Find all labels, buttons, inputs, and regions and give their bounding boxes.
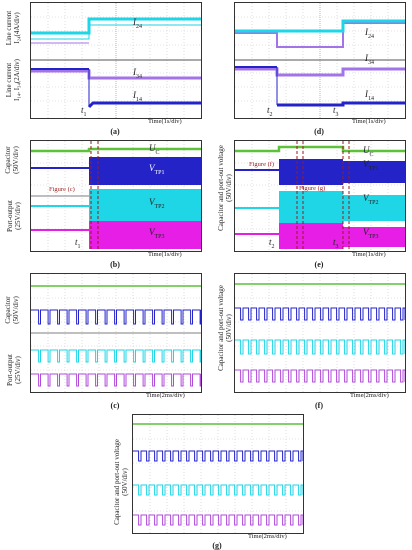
panel-e-label-vtp3: VTP3 [363,227,379,240]
panel-a-label-i14: I14 [133,90,142,103]
panel-a-t1: t1 [81,105,87,118]
panel-a-time-label: Time(1s/div) [148,118,182,125]
panel-d-caption: (d) [314,127,324,136]
panel-g-caption: (g) [212,541,222,550]
panel-d-t3: t3 [333,105,339,118]
panel-a-label-i34: I34 [133,67,142,80]
panel-b-label-vtp3: VTP3 [149,227,165,240]
panel-e-time-label: Time(1s/div) [352,251,386,258]
panel-a-ylabel-bottom: Line current I₁₄, I₃₄(2A/div) [5,58,21,102]
panel-d-label-i34: I34 [365,53,374,66]
panel-b-figure-c-annotation: Figure (c) [49,186,75,193]
panel-e-label-vtp1: VTP1 [363,159,379,172]
panel-c-ylabel-top: Capacitor (50V/div) [4,296,20,324]
panel-a-caption: (a) [110,127,120,136]
panel-b-caption: (b) [110,260,120,269]
panel-f-traces [235,274,405,392]
panel-e-t2: t2 [269,237,275,250]
panel-b-label-vtp2: VTP2 [149,197,165,210]
panel-c-time-label: Time(2ms/div) [146,392,185,399]
panel-d-traces [235,3,405,118]
panel-g-time-label: Time(2ms/div) [248,533,287,540]
panel-g-ylabel: Capacitor and port-out voltage (50V/div) [113,439,129,525]
panel-e-scope: UC VTP1 VTP2 VTP3 Figure (f) Figure (g) … [234,140,406,252]
panel-f-caption: (f) [315,401,323,410]
panel-f-scope [234,273,406,393]
panel-b-time-label: Time(1s/div) [148,251,182,258]
panel-c-traces [31,274,201,392]
panel-a-traces [31,3,201,118]
panel-e-figure-g-annotation: Figure (g) [299,185,326,192]
panel-e-ylabel: Capacitor and port-out voltage (50V/div) [217,145,233,231]
panel-a-scope: I24 I34 I14 t1 [30,2,202,119]
panel-e-t3: t3 [333,237,339,250]
panel-d-t2: t2 [267,105,273,118]
panel-c-caption: (c) [110,401,120,410]
panel-e-caption: (e) [314,260,324,269]
panel-e-label-vtp2: VTP2 [363,193,379,206]
panel-d-scope: I24 I34 I14 t2 t3 [234,2,406,119]
panel-b-traces [31,141,201,251]
panel-g-scope [132,414,304,534]
panel-e-figure-f-annotation: Figure (f) [249,161,275,168]
panel-e-traces [235,141,405,251]
panel-a-ylabel-top: Line current I₂₄(4A/div) [5,10,21,46]
panel-b-t1: t1 [75,237,81,250]
panel-e-label-uc: UC [363,145,374,158]
panel-f-time-label: Time(2ms/div) [350,392,389,399]
panel-d-time-label: Time(1s/div) [352,118,386,125]
panel-c-scope [30,273,202,393]
panel-g-traces [133,415,303,533]
panel-b-label-uc: UC [149,143,160,156]
panel-b-scope: UC VTP1 VTP2 VTP3 Figure (c) t1 [30,140,202,252]
panel-b-ylabel-bottom: Port-output (25V/div) [6,200,22,232]
panel-d-label-i14: I14 [365,89,374,102]
panel-b-label-vtp1: VTP1 [149,163,165,176]
panel-b-ylabel-top: Capacitor (50V/div) [4,146,20,174]
panel-c-ylabel-bottom: Port-output (25V/div) [6,354,22,386]
panel-d-label-i24: I24 [365,27,374,40]
panel-f-ylabel: Capacitor and port-out voltage (50V/div) [217,285,233,371]
panel-a-label-i24: I24 [133,17,142,30]
